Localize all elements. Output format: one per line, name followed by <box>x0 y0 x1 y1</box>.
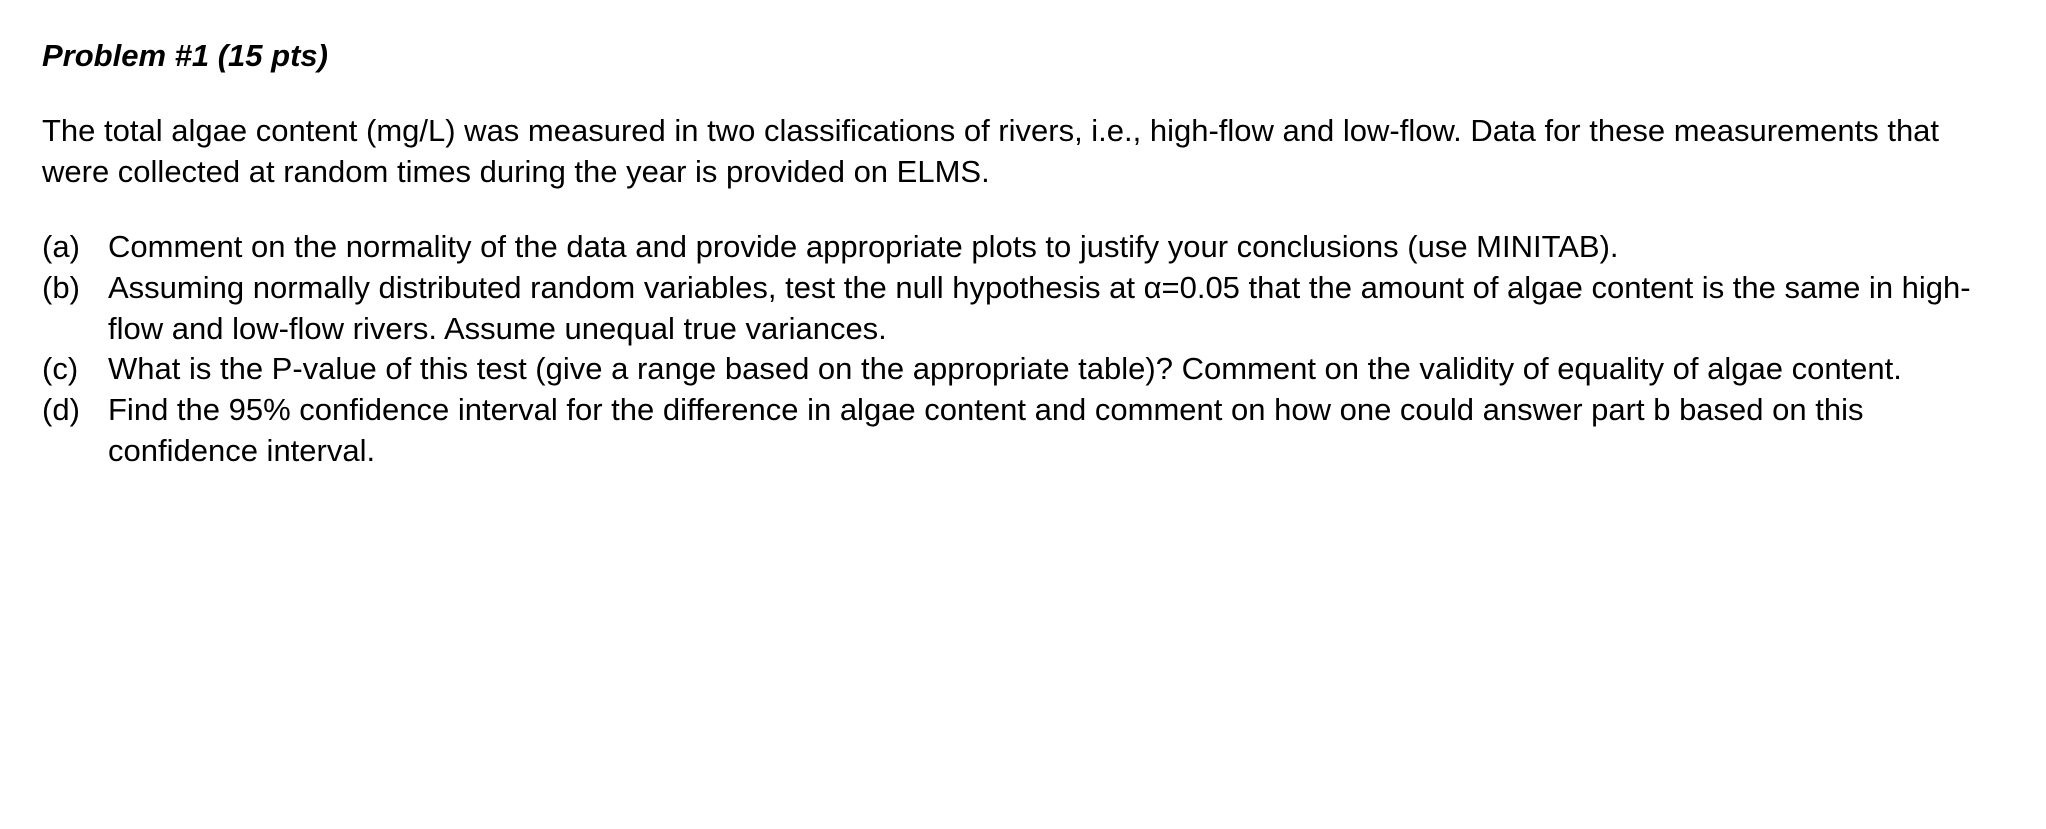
part-label: (a) <box>42 227 108 268</box>
part-text: What is the P-value of this test (give a… <box>108 349 2004 390</box>
part-label: (d) <box>42 390 108 431</box>
problem-intro: The total algae content (mg/L) was measu… <box>42 111 2004 193</box>
part-text: Comment on the normality of the data and… <box>108 227 2004 268</box>
problem-part: (a) Comment on the normality of the data… <box>42 227 2004 268</box>
problem-part: (b) Assuming normally distributed random… <box>42 268 2004 350</box>
part-label: (b) <box>42 268 108 309</box>
problem-parts-list: (a) Comment on the normality of the data… <box>42 227 2004 472</box>
part-text: Assuming normally distributed random var… <box>108 268 2004 350</box>
part-label: (c) <box>42 349 108 390</box>
part-text: Find the 95% confidence interval for the… <box>108 390 2004 472</box>
problem-part: (c) What is the P-value of this test (gi… <box>42 349 2004 390</box>
problem-title: Problem #1 (15 pts) <box>42 36 2004 77</box>
problem-part: (d) Find the 95% confidence interval for… <box>42 390 2004 472</box>
